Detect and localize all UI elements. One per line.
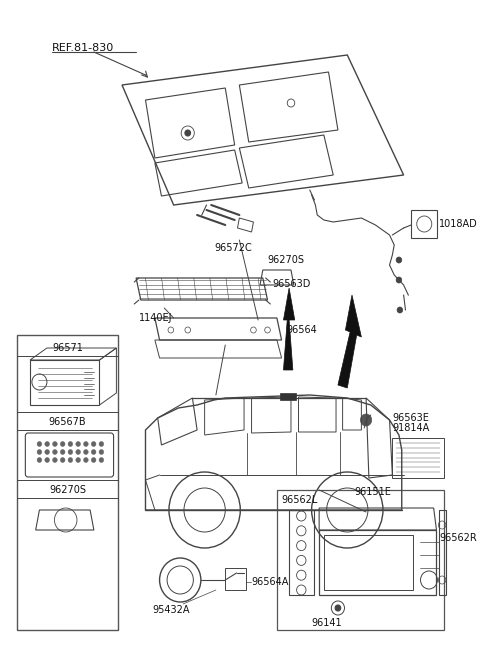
Bar [17, 335, 118, 630]
Circle shape [91, 449, 96, 455]
Circle shape [45, 449, 49, 455]
Circle shape [45, 457, 49, 462]
Circle shape [91, 457, 96, 462]
Text: 96563E: 96563E [392, 413, 429, 423]
Text: 96270S: 96270S [49, 485, 86, 495]
Polygon shape [280, 393, 296, 400]
Circle shape [91, 441, 96, 447]
Circle shape [76, 449, 81, 455]
Text: 96562R: 96562R [439, 533, 477, 543]
Circle shape [84, 449, 88, 455]
Text: 96141: 96141 [312, 618, 342, 628]
Circle shape [45, 441, 49, 447]
Circle shape [99, 441, 104, 447]
Circle shape [37, 457, 42, 462]
Bar [277, 490, 444, 630]
Circle shape [397, 307, 403, 313]
Text: 96151E: 96151E [355, 487, 392, 497]
Text: 96572C: 96572C [214, 243, 252, 253]
Polygon shape [338, 295, 361, 388]
Bar [411, 210, 437, 238]
Circle shape [53, 457, 57, 462]
Text: 96562L: 96562L [282, 495, 318, 505]
Bar [392, 438, 444, 478]
Circle shape [396, 257, 402, 263]
Text: 96571: 96571 [52, 343, 83, 353]
Text: 96563D: 96563D [272, 279, 311, 289]
Text: 96564: 96564 [286, 325, 317, 335]
Circle shape [396, 277, 402, 283]
Circle shape [84, 441, 88, 447]
Circle shape [60, 441, 65, 447]
Circle shape [185, 130, 191, 136]
Bar [319, 530, 436, 595]
Circle shape [60, 449, 65, 455]
Text: 1018AD: 1018AD [439, 219, 478, 229]
Text: 95432A: 95432A [152, 605, 190, 615]
Bar [324, 535, 413, 590]
Circle shape [76, 441, 81, 447]
Circle shape [360, 414, 372, 426]
Polygon shape [284, 288, 295, 370]
Circle shape [76, 457, 81, 462]
Circle shape [37, 449, 42, 455]
Circle shape [37, 441, 42, 447]
Text: 1140EJ: 1140EJ [139, 313, 172, 323]
Circle shape [68, 457, 73, 462]
Circle shape [99, 449, 104, 455]
Text: 96270S: 96270S [267, 255, 304, 265]
Circle shape [53, 449, 57, 455]
Circle shape [68, 441, 73, 447]
Circle shape [99, 457, 104, 462]
Circle shape [84, 457, 88, 462]
Circle shape [335, 605, 341, 611]
Circle shape [68, 449, 73, 455]
Circle shape [60, 457, 65, 462]
Text: 91814A: 91814A [392, 423, 430, 433]
Circle shape [53, 441, 57, 447]
Text: 96567B: 96567B [49, 417, 86, 427]
Text: 96564A: 96564A [252, 577, 289, 587]
Text: REF.81-830: REF.81-830 [52, 43, 114, 53]
